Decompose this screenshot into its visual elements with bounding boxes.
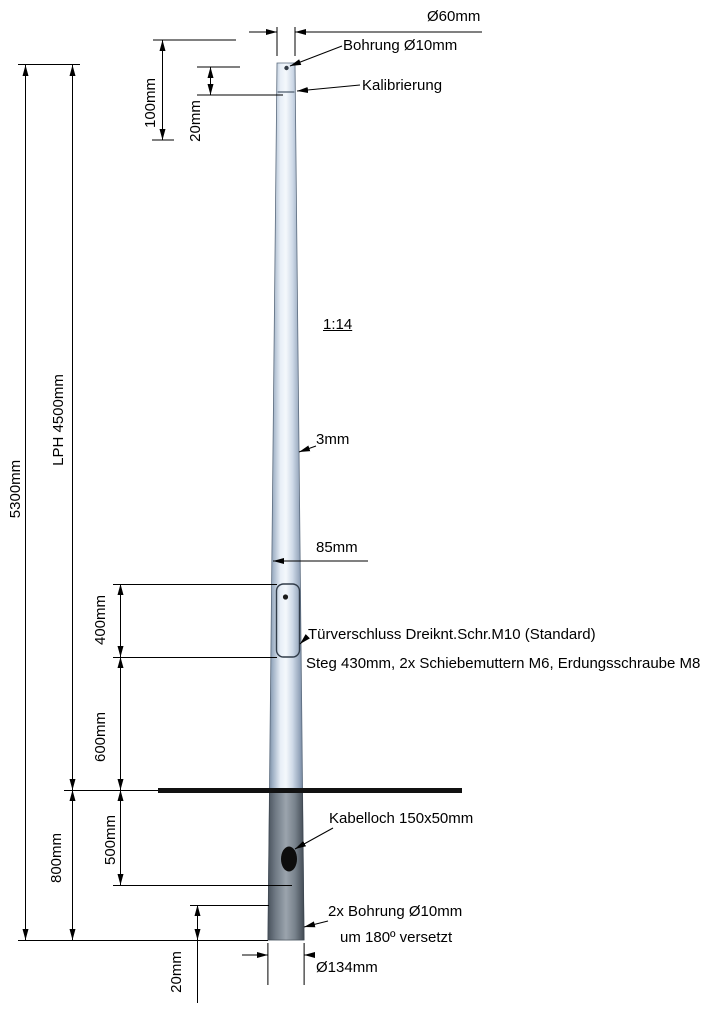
label-dim-800: 800mm (48, 832, 65, 884)
label-bottom-diameter: Ø134mm (316, 959, 378, 976)
label-dim-500: 500mm (102, 814, 119, 866)
label-wall-thickness: 3mm (316, 431, 350, 448)
cable-hole (281, 846, 297, 872)
label-dim-600: 600mm (92, 711, 109, 763)
label-dim-5300: 5300mm (7, 459, 24, 519)
label-dim-lph-4500: LPH 4500mm (50, 374, 67, 466)
label-kalibrierung: Kalibrierung (362, 77, 443, 94)
label-taper-ratio: 1:14 (323, 316, 353, 333)
door-lock-dot (282, 594, 289, 600)
label-dim-85: 85mm (316, 539, 358, 556)
dimension-lines-group (18, 27, 482, 1003)
label-dim-20-top: 20mm (187, 100, 204, 142)
label-bottom-bohrung-2: um 180º versetzt (340, 929, 453, 946)
label-top-bohrung: Bohrung Ø10mm (343, 37, 458, 54)
top-bohrung-hole (284, 65, 289, 71)
leader-lines-group (289, 45, 361, 928)
label-bottom-bohrung-1: 2x Bohrung Ø10mm (328, 903, 463, 920)
label-dim-400: 400mm (92, 594, 109, 646)
label-dim-100: 100mm (142, 77, 159, 129)
label-door-note: Türverschluss Dreiknt.Schr.M10 (Standard… (308, 626, 596, 643)
label-top-diameter: Ø60mm (427, 8, 481, 25)
label-steg-note: Steg 430mm, 2x Schiebemuttern M6, Erdung… (306, 655, 701, 672)
door-outline (275, 583, 301, 658)
label-dim-20-bottom: 20mm (168, 951, 185, 993)
label-kabelloch: Kabelloch 150x50mm (329, 810, 474, 827)
